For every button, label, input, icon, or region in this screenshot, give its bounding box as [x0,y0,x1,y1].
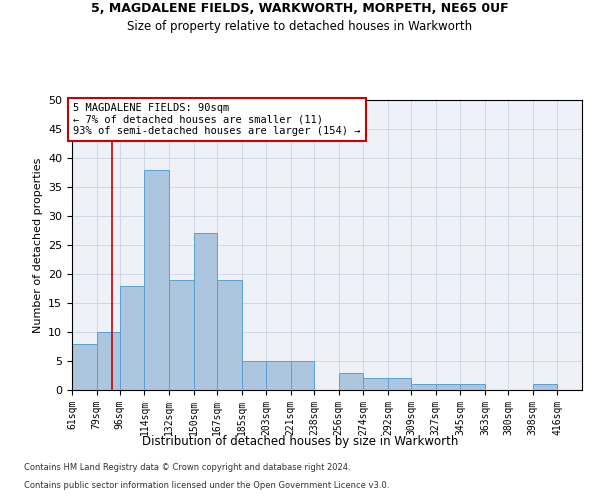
Bar [363,378,388,390]
Bar [436,384,460,390]
Bar [169,280,194,390]
Y-axis label: Number of detached properties: Number of detached properties [32,158,43,332]
Text: Distribution of detached houses by size in Warkworth: Distribution of detached houses by size … [142,435,458,448]
Bar [291,361,314,390]
Bar [460,384,485,390]
Bar [145,170,169,390]
Bar [194,234,217,390]
Text: 5, MAGDALENE FIELDS, WARKWORTH, MORPETH, NE65 0UF: 5, MAGDALENE FIELDS, WARKWORTH, MORPETH,… [91,2,509,16]
Bar [266,361,291,390]
Bar [242,361,266,390]
Bar [120,286,145,390]
Bar [411,384,436,390]
Bar [388,378,411,390]
Text: Size of property relative to detached houses in Warkworth: Size of property relative to detached ho… [127,20,473,33]
Bar [217,280,242,390]
Text: 5 MAGDALENE FIELDS: 90sqm
← 7% of detached houses are smaller (11)
93% of semi-d: 5 MAGDALENE FIELDS: 90sqm ← 7% of detach… [73,103,361,136]
Bar [338,372,363,390]
Bar [533,384,557,390]
Text: Contains HM Land Registry data © Crown copyright and database right 2024.: Contains HM Land Registry data © Crown c… [24,464,350,472]
Bar [72,344,97,390]
Text: Contains public sector information licensed under the Open Government Licence v3: Contains public sector information licen… [24,481,389,490]
Bar [97,332,120,390]
